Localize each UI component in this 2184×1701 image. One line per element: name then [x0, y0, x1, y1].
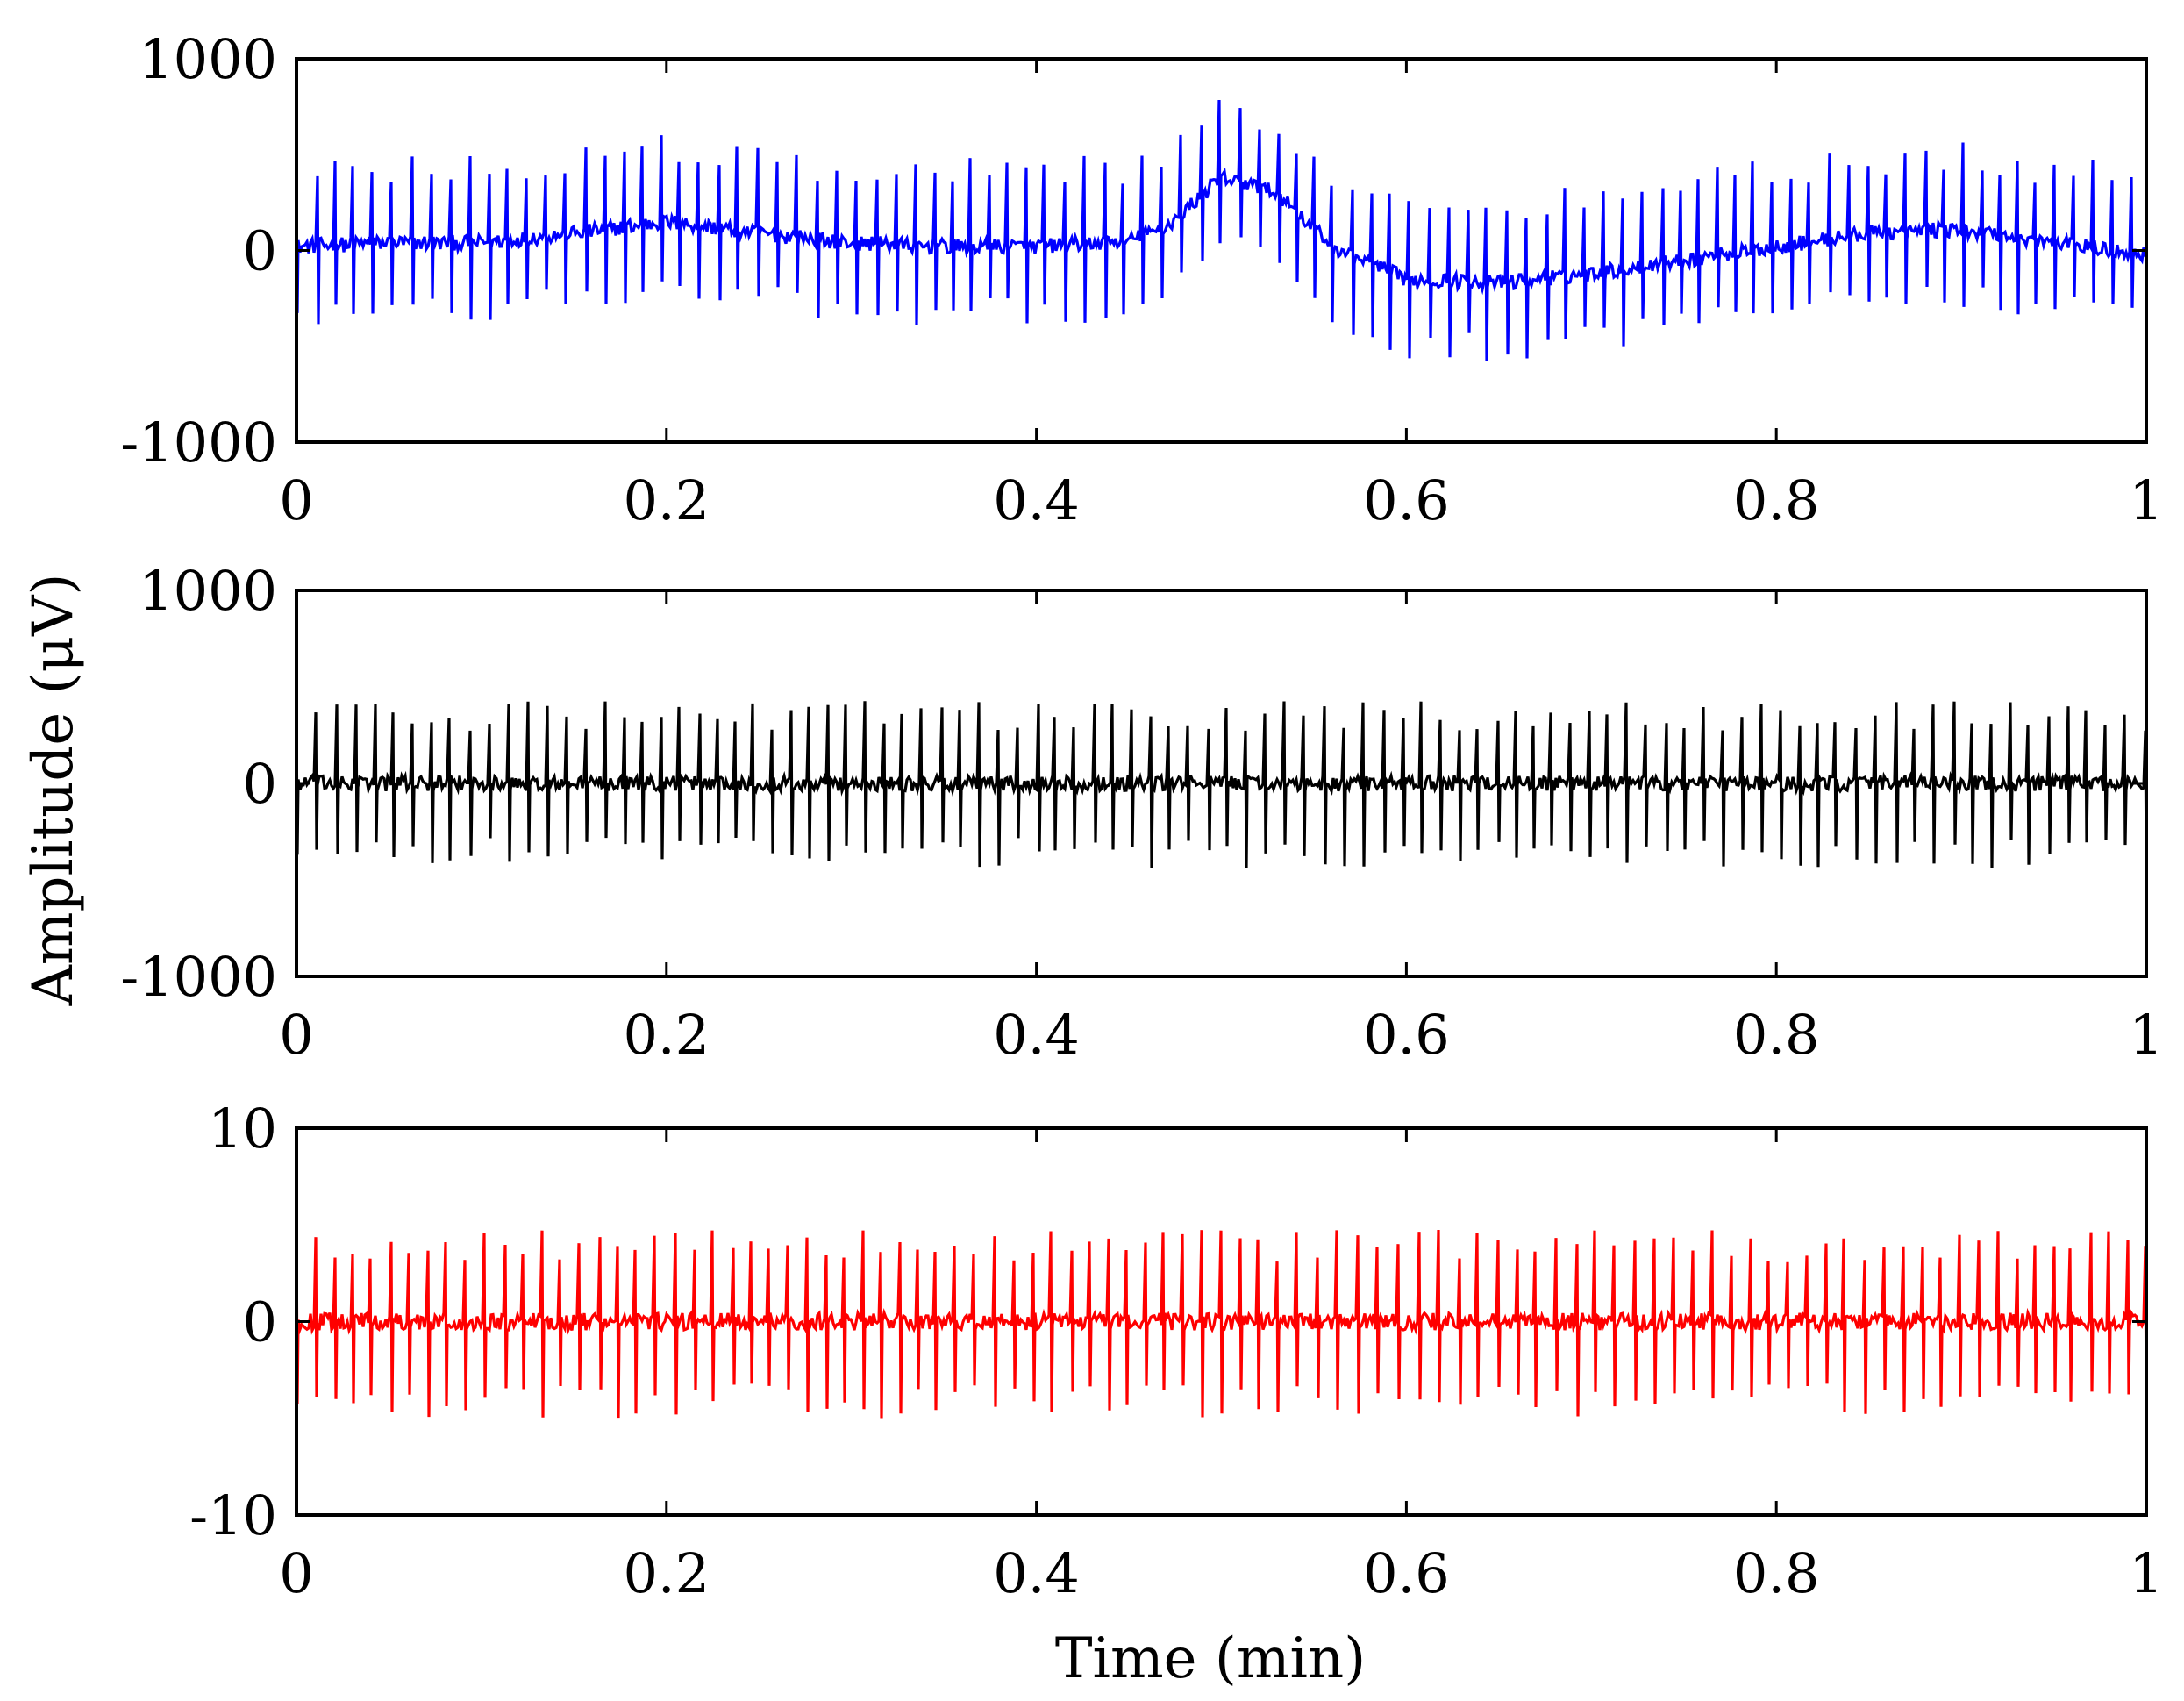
- x-tick-label: 1: [2129, 1003, 2163, 1067]
- x-tick-label: 0.4: [993, 468, 1080, 532]
- x-tick-label: 0.8: [1733, 1003, 1820, 1067]
- raw-ecg-series-line: [295, 99, 2147, 361]
- y-tick-label: 1000: [139, 559, 277, 623]
- x-tick-label: 0.8: [1733, 1541, 1820, 1605]
- normalized-ecg-series-line: [295, 1229, 2148, 1419]
- x-tick-label: 0: [279, 468, 313, 532]
- y-tick-label: -10: [189, 1483, 277, 1547]
- x-tick-label: 0.4: [993, 1541, 1080, 1605]
- x-tick-label: 0: [279, 1541, 313, 1605]
- y-tick-label: 10: [208, 1097, 277, 1161]
- baseline-removed-ecg-series-line: [295, 701, 2148, 868]
- x-tick-label: 0.8: [1733, 468, 1820, 532]
- y-tick-label: 1000: [139, 27, 277, 91]
- x-tick-label: 1: [2129, 1541, 2163, 1605]
- x-tick-label: 0.6: [1363, 1541, 1450, 1605]
- y-tick-label: 0: [243, 752, 277, 816]
- x-tick-label: 0.2: [623, 1003, 710, 1067]
- x-tick-label: 0.2: [623, 468, 710, 532]
- x-tick-label: 0.2: [623, 1541, 710, 1605]
- y-tick-label: -1000: [120, 945, 277, 1009]
- y-tick-label: -1000: [120, 411, 277, 475]
- x-tick-label: 0.6: [1363, 468, 1450, 532]
- x-tick-label: 0.4: [993, 1003, 1080, 1067]
- x-tick-label: 0.6: [1363, 1003, 1450, 1067]
- y-tick-label: 0: [243, 1290, 277, 1354]
- y-tick-label: 0: [243, 219, 277, 283]
- y-axis-label: Amplitude (μV): [21, 574, 86, 1007]
- x-axis-label: Time (min): [1055, 1626, 1366, 1691]
- x-tick-label: 0: [279, 1003, 313, 1067]
- x-tick-label: 1: [2129, 468, 2163, 532]
